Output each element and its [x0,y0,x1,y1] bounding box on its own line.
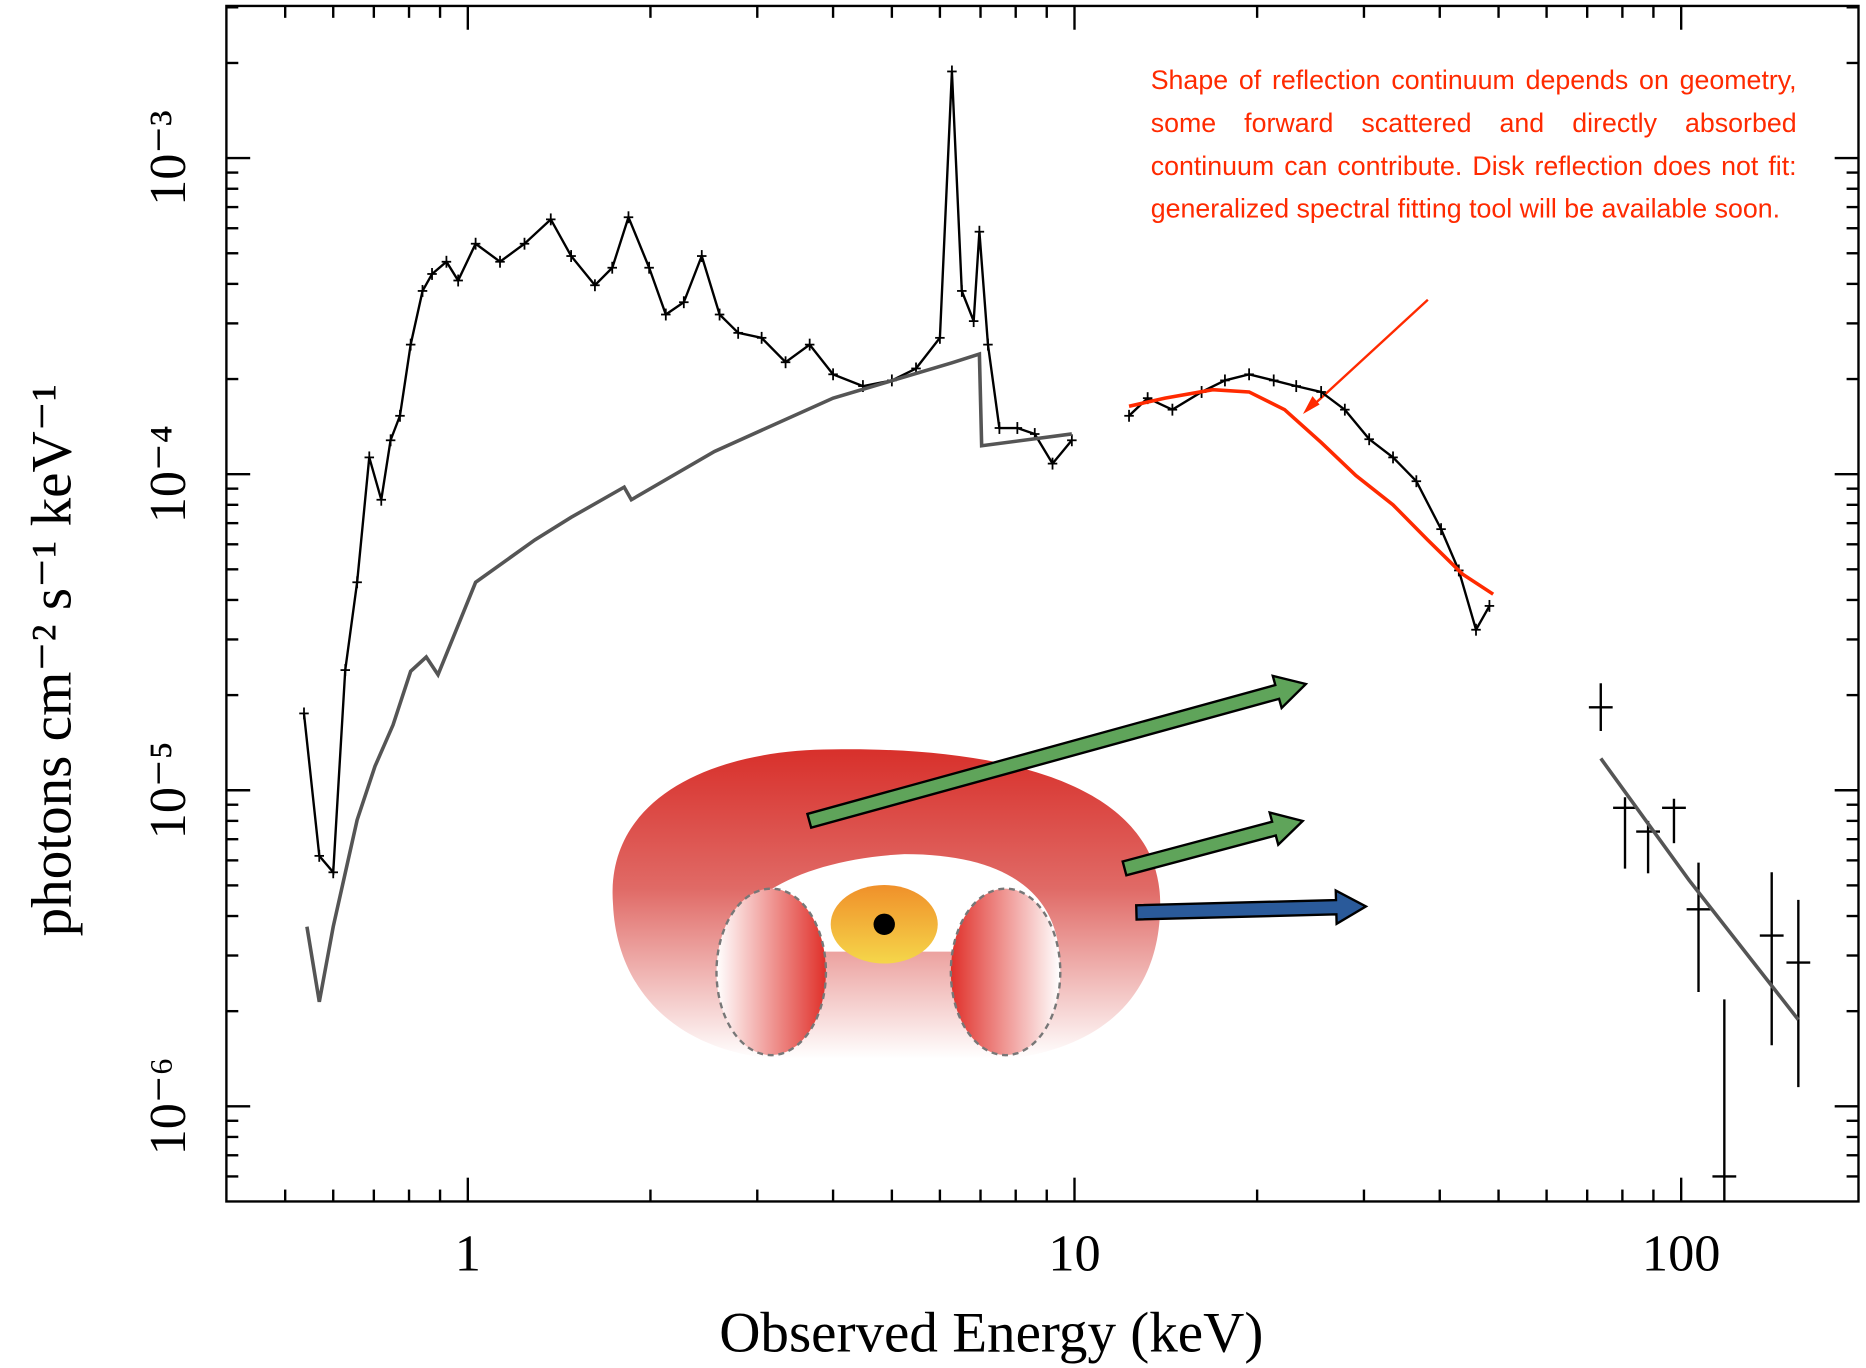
data-marker [328,866,338,879]
torus-illustration [612,674,1369,1059]
error-bar [1613,797,1637,869]
data-marker [352,576,362,589]
data-marker [714,308,725,321]
error-bar [1712,999,1737,1202]
error-bar [1759,872,1784,1046]
data-marker [376,493,387,506]
y-axis-label: photons cm⁻² s⁻¹ keV⁻¹ [21,384,84,936]
data-marker [470,237,481,250]
data-marker [733,326,743,339]
data-marker [780,356,791,369]
series [1588,683,1811,1202]
series-line [302,71,1073,876]
series-line [1128,373,1491,633]
data-marker [340,664,351,677]
data-marker [453,274,463,287]
data-marker [1268,374,1279,387]
data-marker [1012,422,1023,434]
data-marker [417,284,428,297]
data-marker [968,315,979,328]
y-tick-label: 10⁻⁴ [139,425,197,523]
x-tick-label: 1 [455,1225,481,1283]
annotation-box: Shape of reflection continuum depends on… [1150,65,1797,224]
y-tick-label: 10⁻⁶ [139,1057,197,1155]
data-marker [607,261,617,274]
annotation-arrow [1308,298,1429,411]
black-hole [873,913,895,935]
data-marker [519,237,530,250]
torus-right-section [949,887,1062,1057]
series [305,351,1073,1003]
data-marker [679,296,689,309]
data-marker [427,268,437,280]
y-tick-label: 10⁻³ [139,110,197,206]
data-marker [1244,368,1254,381]
data-marker [1411,475,1422,488]
data-marker [385,434,396,447]
data-marker [935,331,945,344]
error-bar [1636,820,1660,874]
data-marker [828,368,838,381]
annotation: Shape of reflection continuum depends on… [1150,65,1797,224]
y-tick-label: 10⁻⁵ [139,741,197,839]
error-bar [1786,899,1811,1088]
plot-frame [225,4,1860,1203]
series-line [1599,757,1800,1021]
blue-arrow [1135,888,1369,926]
data-marker [994,422,1005,434]
data-marker [1484,599,1495,612]
data-marker [661,308,671,321]
data-marker [395,409,405,422]
series-line [305,351,1073,1003]
error-bar [1588,683,1613,731]
data-marker [1291,380,1301,393]
data-marker [1471,623,1481,636]
data-marker [1167,403,1178,416]
torus-left-section [715,887,828,1057]
series [1128,387,1495,596]
data-marker [314,849,325,862]
x-tick-label: 10 [1048,1225,1100,1283]
green-arrow [1121,810,1306,877]
x-tick-label: 100 [1642,1225,1721,1283]
green-arrow [805,674,1309,830]
data-marker [623,211,634,224]
data-marker [756,331,767,344]
data-marker [644,261,654,274]
data-marker [590,279,600,292]
data-marker [566,250,576,262]
data-marker [495,255,505,268]
x-axis-label: Observed Energy (keV) [719,1301,1263,1364]
data-marker [974,225,985,238]
series-line [1128,387,1495,596]
data-marker [1436,523,1446,536]
data-marker [1067,434,1077,447]
data-marker [441,255,452,268]
data-marker [804,338,815,351]
data-marker [546,213,556,226]
data-marker [947,65,957,78]
data-marker [983,338,993,351]
annotation-arrowhead [1302,396,1320,414]
data-marker [405,338,416,351]
data-marker [299,707,309,720]
error-bar [1662,798,1686,844]
data-marker [1340,403,1350,416]
data-marker [1316,386,1326,398]
data-marker [957,284,967,297]
series [1599,757,1800,1021]
error-bar [1686,862,1711,992]
data-marker [1124,409,1134,422]
axes: 1 10 100 10⁻⁶ 10⁻⁵ 10⁻⁴ 10⁻³ [139,5,1859,1283]
data-marker [1364,433,1374,446]
data-marker [1220,374,1230,387]
data-marker [1388,451,1398,464]
data-marker [1047,457,1058,470]
series [299,65,1077,879]
data-marker [697,250,707,262]
data-marker [364,451,375,464]
